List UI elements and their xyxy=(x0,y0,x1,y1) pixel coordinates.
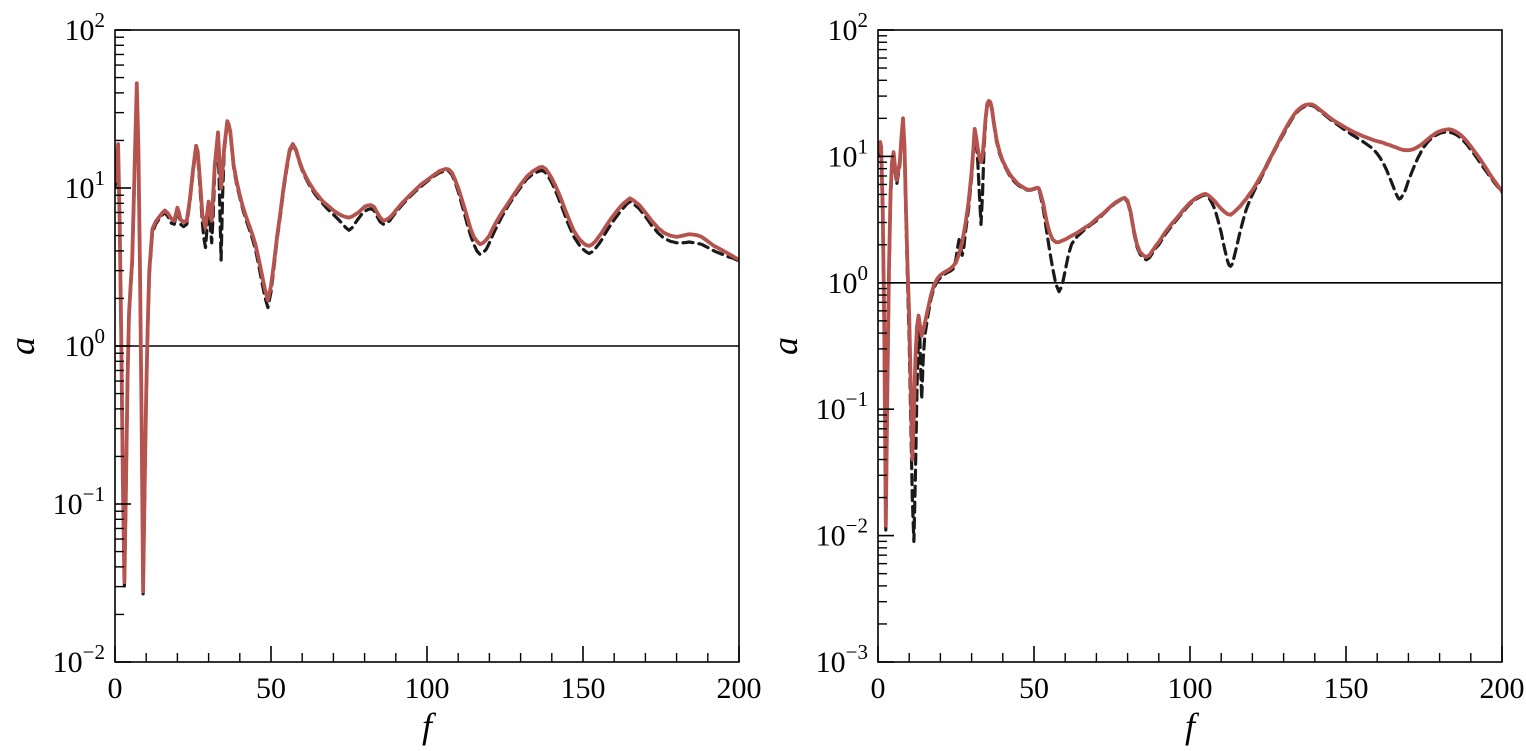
x-tick-label: 100 xyxy=(405,672,450,705)
y-tick-label: 102 xyxy=(65,8,106,47)
y-tick-label: 10−3 xyxy=(816,640,868,679)
y-axis-label: a xyxy=(765,337,805,355)
series-group xyxy=(115,81,739,596)
y-tick-label: 10−2 xyxy=(53,640,105,679)
x-tick-label: 100 xyxy=(1168,672,1213,705)
x-tick-label: 200 xyxy=(1480,672,1525,705)
panel-right: 0 50 100 150 200 102 101 100 10−1 10−2 10−3 f a xyxy=(763,0,1526,751)
y-tick-label: 10−1 xyxy=(53,482,105,521)
x-axis-label: f xyxy=(1185,706,1200,746)
y-tick-label: 102 xyxy=(828,8,869,47)
x-tick-label: 50 xyxy=(1019,672,1049,705)
y-tick-label: 10−1 xyxy=(816,387,868,426)
y-tick-label: 101 xyxy=(828,134,869,173)
x-tick-label: 0 xyxy=(871,672,886,705)
series-group xyxy=(878,99,1502,543)
x-tick-label: 50 xyxy=(256,672,286,705)
x-axis-label: f xyxy=(422,706,437,746)
left-chart-canvas: 0 50 100 150 200 102 101 100 10−1 10−2 f a xyxy=(2,8,762,746)
panel-left: 0 50 100 150 200 102 101 100 10−1 10−2 f a xyxy=(2,8,762,746)
solid-red-series xyxy=(115,81,739,594)
dashed-black-series xyxy=(115,83,739,596)
x-tick-label: 150 xyxy=(1324,672,1369,705)
right-chart-canvas: 0 50 100 150 200 102 101 100 10−1 10−2 10−3 f a xyxy=(765,8,1525,746)
x-tick-label: 0 xyxy=(108,672,123,705)
y-tick-label: 100 xyxy=(65,324,106,363)
x-tick-label: 200 xyxy=(717,672,762,705)
y-axis-label: a xyxy=(2,337,42,355)
y-tick-label: 10−2 xyxy=(816,514,868,553)
x-tick-label: 150 xyxy=(561,672,606,705)
y-tick-label: 101 xyxy=(65,166,106,205)
solid-red-series xyxy=(878,99,1502,528)
y-tick-label: 100 xyxy=(828,261,869,300)
plot-frame xyxy=(877,29,1503,663)
